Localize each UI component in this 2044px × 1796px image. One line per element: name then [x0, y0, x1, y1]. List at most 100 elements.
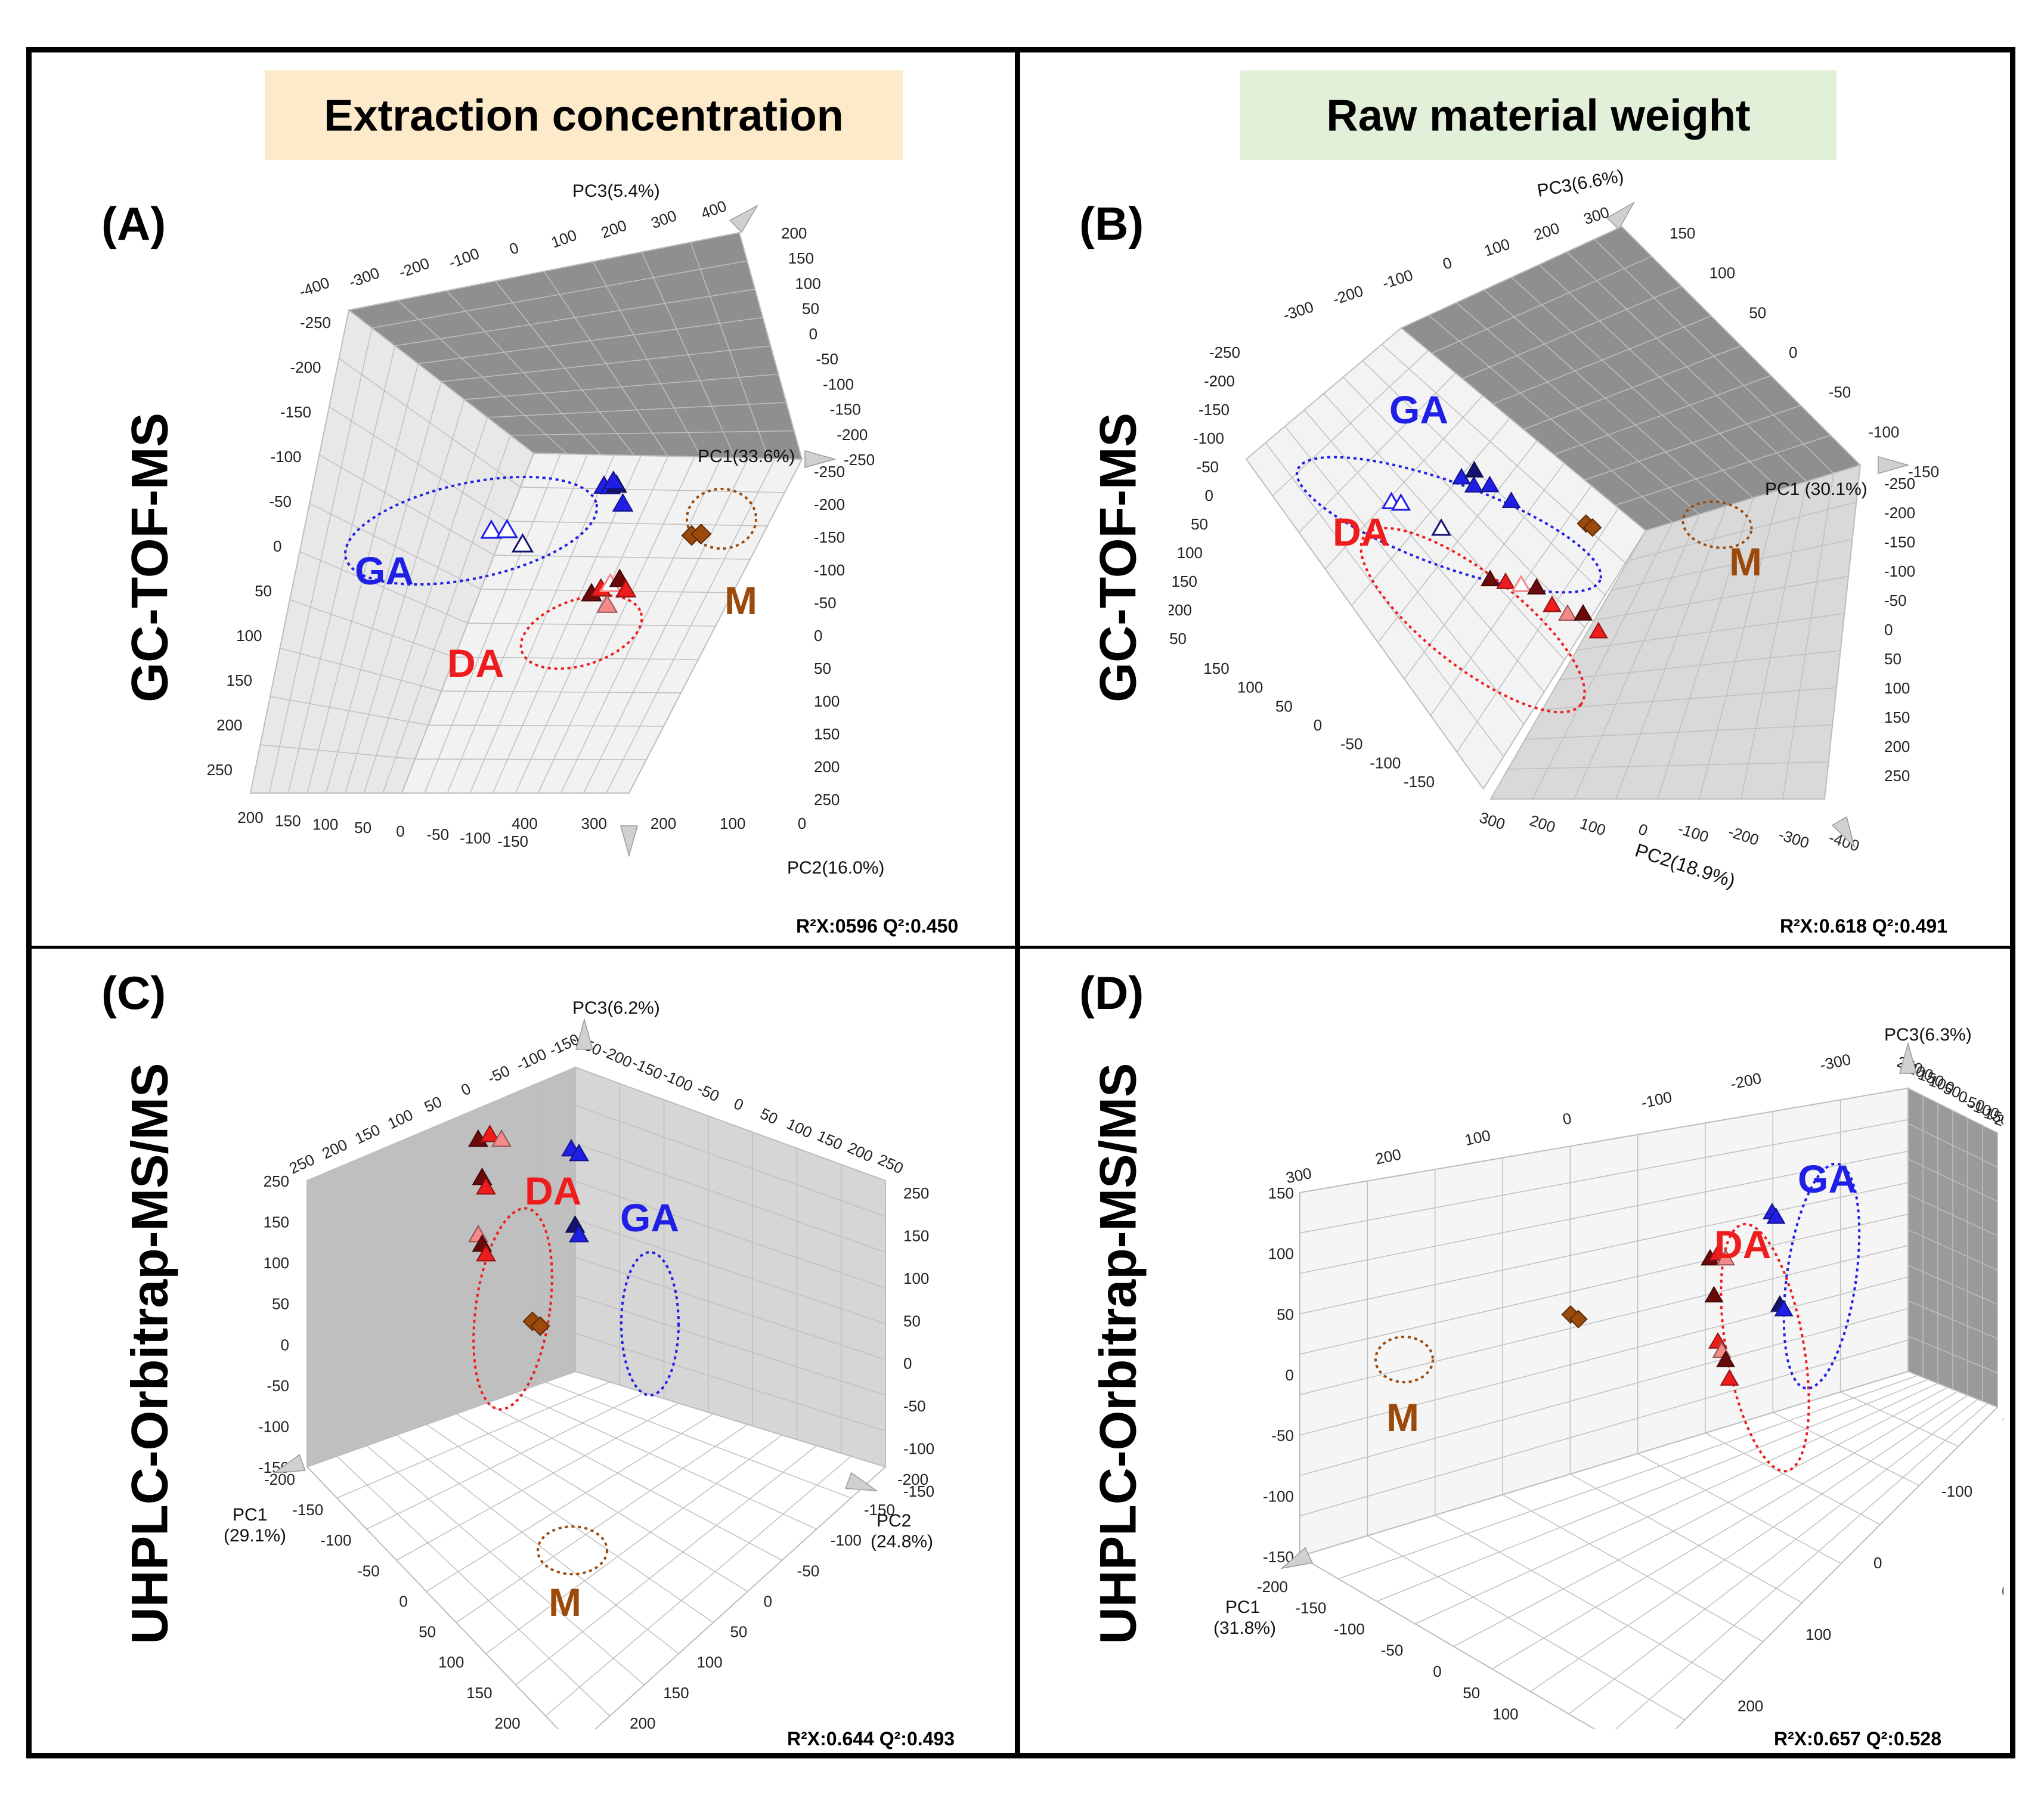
pc2-tick-label: 300 [581, 815, 607, 832]
top-tick-label: 300 [1581, 203, 1612, 228]
group-label-m: M [724, 578, 757, 623]
floor-gridline [1415, 1383, 1938, 1625]
marker-ga [1431, 518, 1451, 536]
pc1-axis-title: PC1 [233, 1505, 267, 1525]
top-wall-face [347, 231, 803, 460]
pc1-tick-label: -100 [1334, 1620, 1365, 1638]
left-wall-gridline [1351, 417, 1510, 606]
marker-ga [569, 1143, 589, 1162]
marker-ga [569, 1224, 589, 1243]
floor-gridline [396, 1435, 679, 1654]
left-tick-label: 100 [236, 627, 262, 645]
back-left-wall-gridline [306, 1219, 576, 1324]
pc3-tick-label: -50 [816, 350, 838, 368]
banner-raw-material-weight: Raw material weight [1240, 70, 1836, 160]
pc1-tick-label: -200 [814, 496, 845, 513]
pc3-left-tick-label: 100 [1268, 1245, 1294, 1263]
pc2-tick-label: 200 [651, 815, 676, 832]
marker-da [1588, 621, 1608, 639]
back-left-wall-gridline [1299, 1245, 1909, 1395]
right-wall-gridline [1615, 506, 1727, 800]
pc1-axis-title: PC1(33.6%) [698, 447, 795, 466]
marker-da [596, 594, 618, 613]
marker-ga [602, 470, 624, 489]
left-tick-label: 200 [1169, 601, 1192, 619]
top-tick-label: 100 [1482, 235, 1512, 260]
floor-gridline [1453, 1387, 1949, 1647]
pc1-axis-title: PC1 [1225, 1597, 1260, 1617]
pc2-tick-label: 150 [663, 1684, 689, 1702]
pc3-tick-label: 0 [1789, 343, 1797, 361]
pc3-tick-label: -100 [823, 375, 854, 393]
top-wall-gridline [441, 345, 771, 382]
pc1-tick-label: 0 [1433, 1662, 1441, 1680]
top-wall-gridline [1462, 286, 1682, 379]
pc3-right-tick-label: -100 [903, 1440, 934, 1458]
left-wall-gridline [1362, 360, 1606, 596]
right-wall-gridline [507, 521, 768, 527]
left-wall-gridline [280, 648, 442, 692]
floor-gridline [545, 1382, 851, 1498]
ellipse-ga [620, 1251, 680, 1396]
floor-gridline [1502, 1494, 1764, 1642]
marker-ga [1766, 1207, 1786, 1224]
pc1-pct-title: (31.8%) [1213, 1618, 1276, 1638]
floor-gridline [1569, 1473, 1803, 1603]
pc3-left-tick-label: 0 [1286, 1366, 1294, 1384]
bottom-tick-label: 0 [1314, 716, 1322, 734]
pc1-tick-label: 200 [1884, 738, 1910, 755]
pc3-tick-label: -200 [837, 426, 868, 444]
marker-da [1716, 1350, 1736, 1367]
left-wall-gridline [1325, 395, 1484, 569]
top-tick-label: 0 [507, 239, 521, 258]
group-label-m: M [1729, 540, 1762, 584]
back-right-wall-gridline [575, 1219, 886, 1324]
right-wall-gridline [1577, 613, 1845, 651]
pc1-tick-label: 100 [814, 692, 840, 710]
left-tick-label: -50 [269, 493, 292, 510]
left-wall-gridline [329, 406, 508, 522]
marker-da [1543, 595, 1562, 612]
pc2-tick-label: 200 [1738, 1697, 1763, 1715]
pc1-axis-arrow [1878, 456, 1910, 474]
pc3-right-tick-label: 100 [903, 1269, 929, 1287]
top-left-tick-label: 0 [1561, 1109, 1573, 1128]
pc3-axis-arrow [1899, 1042, 1917, 1074]
pc2-tick-label: -100 [1676, 819, 1711, 846]
bottom-tick-label: -50 [426, 826, 449, 844]
pc1-tick-label: 50 [1884, 650, 1901, 668]
marker-ga [1390, 493, 1411, 511]
left-tick-label: -250 [1209, 343, 1240, 361]
top-left-tick-label: -300 [1819, 1050, 1853, 1074]
column-divider [1015, 47, 1020, 1758]
left-wall-gridline [1456, 507, 1619, 753]
right-wall-gridline [1699, 490, 1780, 800]
stats-b: R²X:0.618 Q²:0.491 [1780, 915, 1948, 937]
pc2-tick-label: -50 [797, 1562, 820, 1580]
top-wall-gridline [1492, 315, 1712, 405]
pc2-axis-title: PC2(16.0%) [787, 858, 884, 878]
pc3-tick-label: 150 [1670, 224, 1695, 242]
bottom-tick-label: -100 [1370, 754, 1401, 772]
left-wall-gridline [1377, 440, 1538, 643]
pc1-tick-label: -150 [1295, 1599, 1326, 1617]
top-left-tick-label: 0 [458, 1079, 473, 1099]
right-wall-gridline [1525, 724, 1833, 740]
floor-gridline [485, 1402, 783, 1561]
panel-label-c: (C) [101, 967, 166, 1019]
pc3-left-tick-label: 150 [264, 1213, 289, 1231]
pc1-tick-label: -100 [1884, 562, 1915, 580]
left-wall-gridline [339, 358, 521, 488]
marker-m [1561, 1305, 1580, 1324]
marker-da [615, 578, 637, 597]
panel-label-a: (A) [101, 197, 166, 250]
back-left-wall-gridline [306, 1257, 576, 1360]
pc1-axis-arrow [1280, 1547, 1314, 1569]
pc1-tick-label: 200 [494, 1714, 520, 1729]
floor-gridline [396, 1402, 679, 1561]
pc3-tick-label: 150 [788, 249, 814, 267]
top-tick-label: -300 [346, 264, 382, 291]
pc3-tick-label: 50 [802, 300, 819, 318]
floor-gridline [1840, 1391, 1959, 1447]
left-tick-label: 250 [1169, 630, 1187, 648]
